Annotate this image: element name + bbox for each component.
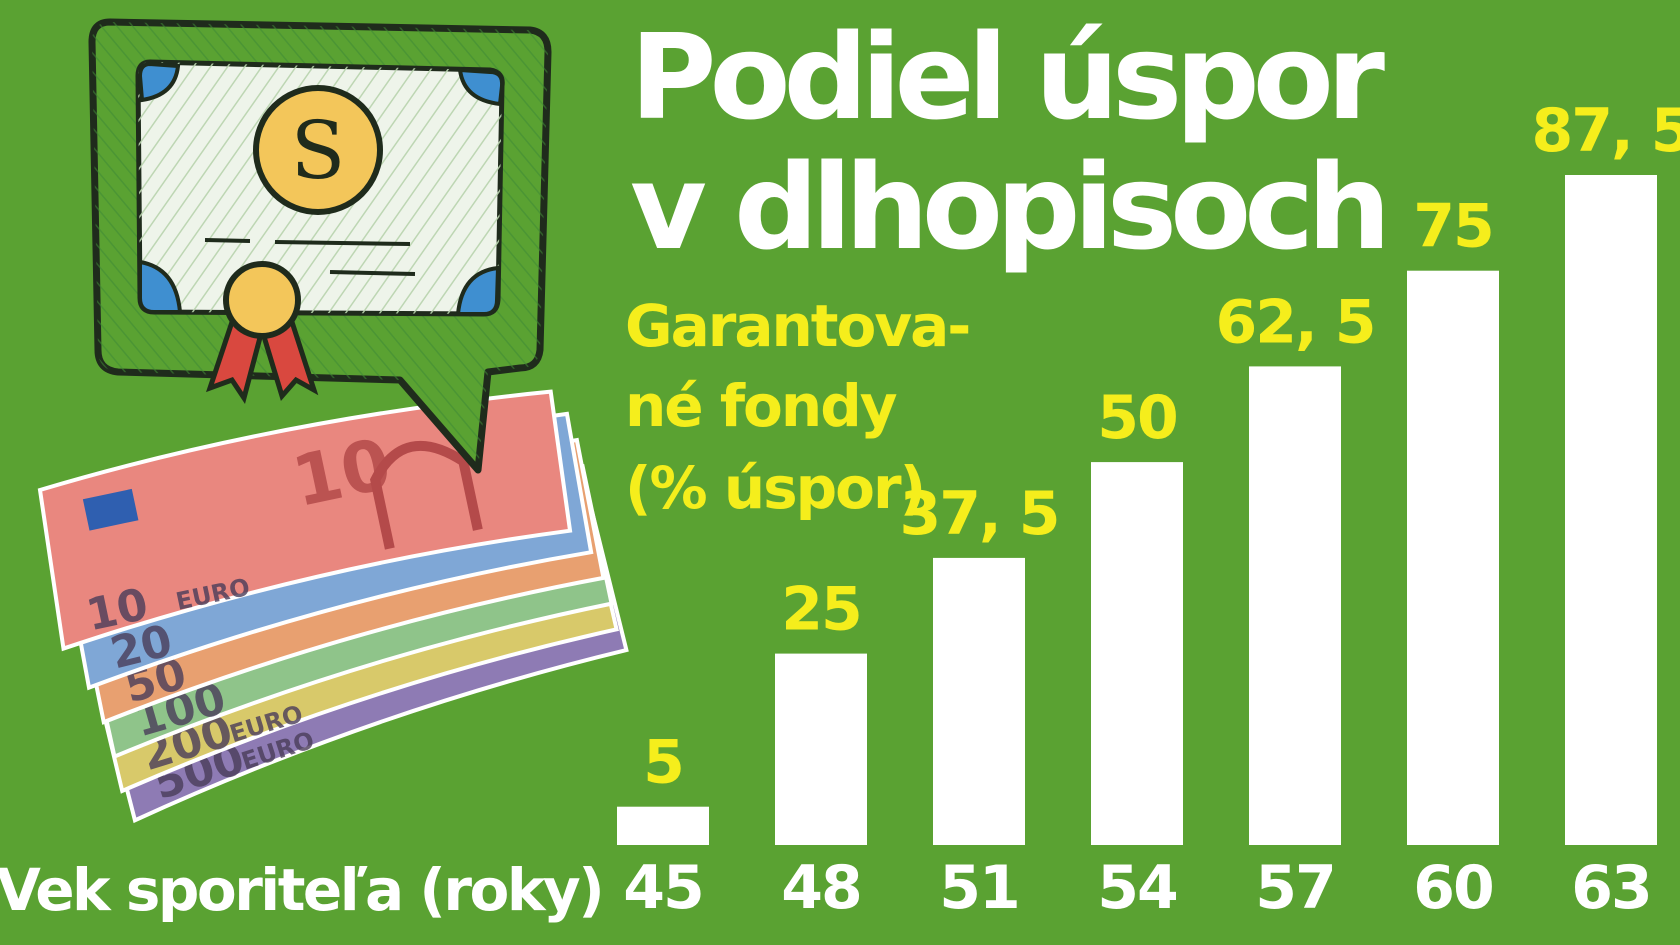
- banknote-big-denomination: 10: [286, 423, 398, 523]
- dollar-seal-icon: [253, 85, 383, 215]
- corner-ornament-icon: [457, 67, 505, 107]
- eu-flag-icon: [82, 488, 139, 531]
- bar-63: [1565, 175, 1657, 845]
- value-labels: 5 25 37, 5 50 62, 5 75 87, 5: [643, 96, 1680, 798]
- text-line-icon: [204, 238, 251, 243]
- x-axis-label: Vek sporiteľa (roky): [0, 856, 602, 924]
- certificate-with-dollar-seal-icon: S: [88, 18, 552, 474]
- x-tick-60: 60: [1413, 853, 1493, 923]
- chart-title: Podiel úspor v dlhopisoch: [630, 8, 1392, 276]
- chart-title-line-1: Podiel úspor: [630, 8, 1385, 146]
- bar-51: [933, 557, 1025, 845]
- seal-symbol: S: [291, 104, 346, 197]
- value-label-48: 25: [781, 575, 861, 645]
- medal-icon: [223, 261, 301, 339]
- chart-subtitle-line-3: (% úspor): [625, 454, 924, 522]
- banknote-arch: [370, 441, 483, 550]
- value-label-54: 50: [1097, 383, 1177, 453]
- chart-subtitle-line-2: né fondy: [625, 372, 897, 440]
- bar-48: [775, 653, 867, 845]
- x-tick-51: 51: [939, 853, 1019, 923]
- corner-ornament-icon: [138, 259, 183, 314]
- value-label-60: 75: [1413, 192, 1493, 262]
- bar-45: [617, 806, 709, 845]
- banknote-denomination: 10: [82, 579, 152, 642]
- value-label-51: 37, 5: [900, 479, 1059, 549]
- banknote-body: [37, 389, 573, 652]
- x-tick-63: 63: [1571, 853, 1651, 923]
- text-line-icon: [329, 270, 416, 276]
- bars: [617, 175, 1657, 845]
- chart-subtitle: Garantova- né fondy (% úspor): [625, 292, 971, 522]
- x-tick-labels: 45 48 51 54 57 60 63: [623, 853, 1653, 923]
- bar-60: [1407, 270, 1499, 845]
- x-tick-45: 45: [623, 853, 703, 923]
- x-tick-54: 54: [1097, 853, 1177, 923]
- text-line-icon: [274, 240, 411, 246]
- chart-subtitle-line-1: Garantova-: [625, 292, 969, 360]
- x-tick-57: 57: [1255, 853, 1335, 923]
- value-label-57: 62, 5: [1216, 287, 1375, 357]
- x-tick-48: 48: [781, 853, 861, 923]
- value-label-63: 87, 5: [1532, 96, 1680, 166]
- corner-ornament-icon: [137, 61, 181, 103]
- corner-ornament-icon: [455, 265, 501, 316]
- bar-54: [1091, 462, 1183, 845]
- value-label-45: 5: [643, 728, 683, 798]
- bar-57: [1249, 366, 1341, 845]
- chart-title-line-2: v dlhopisoch: [630, 138, 1384, 276]
